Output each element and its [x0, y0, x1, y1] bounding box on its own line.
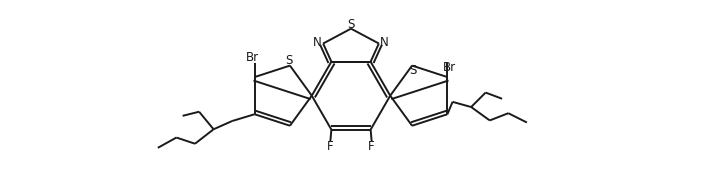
Text: Br: Br	[443, 61, 456, 74]
Text: Br: Br	[246, 51, 259, 64]
Text: N: N	[313, 36, 322, 49]
Text: N: N	[380, 36, 389, 49]
Text: S: S	[409, 64, 417, 77]
Text: F: F	[369, 140, 375, 153]
Text: S: S	[347, 18, 355, 31]
Text: S: S	[285, 54, 293, 68]
Text: F: F	[327, 140, 333, 153]
